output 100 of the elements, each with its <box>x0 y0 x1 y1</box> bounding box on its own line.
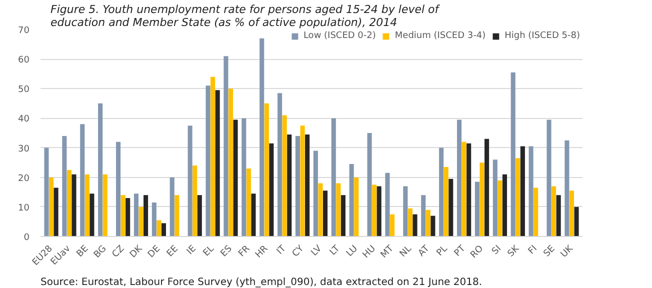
chart-title: Figure 5. Youth unemployment rate for persons aged 15-24 by level of education and Member State (as % of active population), 2014 <box>50 3 441 29</box>
x-tick-label: HR <box>254 244 270 260</box>
bar <box>367 133 372 236</box>
bar <box>251 194 256 236</box>
bar <box>448 178 454 236</box>
bar <box>492 160 498 236</box>
x-tick-label: AT <box>416 244 432 259</box>
x-tick-label: HU <box>361 244 378 260</box>
bar <box>192 166 198 236</box>
bar <box>144 195 148 236</box>
bar <box>206 86 210 236</box>
bar <box>44 148 49 236</box>
x-tick-label: ES <box>219 244 234 260</box>
bar <box>260 38 264 236</box>
bar <box>134 194 138 236</box>
bar <box>556 195 561 236</box>
bar <box>390 214 395 236</box>
bar <box>210 76 216 236</box>
bar <box>322 190 328 236</box>
bar <box>48 177 54 236</box>
x-tick-label: IT <box>275 244 288 257</box>
bar <box>546 120 552 236</box>
bar <box>72 174 76 236</box>
bar <box>170 177 174 236</box>
bar <box>126 198 130 236</box>
bar <box>474 182 480 236</box>
x-tick-label: CY <box>290 244 306 260</box>
bar <box>188 126 192 236</box>
x-tick-label: UK <box>559 243 576 260</box>
x-tick-label: DE <box>146 244 163 260</box>
bar <box>90 194 94 236</box>
bar <box>510 72 516 236</box>
bar <box>564 140 570 236</box>
y-tick-label: 70 <box>18 26 30 36</box>
bar <box>197 195 202 236</box>
bar <box>138 206 144 236</box>
bar <box>331 118 336 236</box>
x-tick-label: BE <box>75 244 91 260</box>
bar <box>156 220 162 236</box>
bar <box>354 177 359 236</box>
bar <box>444 167 448 236</box>
y-tick-label: 0 <box>24 233 30 243</box>
x-tick-label: LU <box>344 244 360 259</box>
x-tick-label: CZ <box>110 244 127 260</box>
bar <box>161 223 166 236</box>
x-tick-label: LT <box>328 244 342 258</box>
bar <box>412 214 418 236</box>
x-tick-label: EE <box>165 244 181 260</box>
bar <box>480 162 484 236</box>
x-tick-label: BG <box>92 244 109 260</box>
bar <box>336 183 341 236</box>
bar <box>408 208 412 236</box>
bar <box>574 206 579 236</box>
bar <box>233 120 238 236</box>
x-tick-label: SK <box>506 243 522 260</box>
x-tick-label: LV <box>310 243 325 258</box>
bar <box>349 164 354 236</box>
y-tick-label: 30 <box>18 144 30 154</box>
y-tick-label: 10 <box>18 203 30 214</box>
bar <box>552 186 556 236</box>
bar <box>318 183 323 236</box>
bar <box>528 146 534 236</box>
bar <box>421 195 426 236</box>
bar <box>66 170 72 236</box>
bar <box>264 103 269 236</box>
bar <box>84 174 90 236</box>
bar <box>462 142 466 236</box>
bar <box>376 186 382 236</box>
bar <box>300 126 305 236</box>
bar <box>80 124 85 236</box>
bar <box>430 216 436 236</box>
bar <box>246 168 251 236</box>
x-tick-label: SE <box>542 244 558 260</box>
bar <box>215 90 220 236</box>
bar <box>456 120 462 236</box>
bar <box>116 142 121 236</box>
bar <box>62 136 67 236</box>
bar <box>520 146 525 236</box>
legend-label: Medium (ISCED 3-4) <box>394 31 486 41</box>
bar <box>269 143 274 236</box>
bar <box>372 184 377 236</box>
bar <box>305 134 310 236</box>
x-tick-label: FI <box>526 244 540 257</box>
bar <box>439 148 444 236</box>
bar <box>242 118 246 236</box>
x-tick-label: RO <box>469 244 486 260</box>
bar <box>98 103 103 236</box>
bar <box>534 188 538 236</box>
y-tick-label: 60 <box>18 56 30 66</box>
bar <box>426 210 430 236</box>
legend-label: High (ISCED 5-8) <box>504 31 580 41</box>
bar <box>102 174 108 236</box>
x-tick-label: EL <box>202 244 216 259</box>
bar <box>340 195 346 236</box>
bar <box>569 190 574 236</box>
bar <box>287 134 292 236</box>
bar <box>54 188 58 236</box>
bar <box>313 150 318 236</box>
x-tick-label: SI <box>490 244 504 257</box>
x-tick-label: NL <box>398 244 414 260</box>
